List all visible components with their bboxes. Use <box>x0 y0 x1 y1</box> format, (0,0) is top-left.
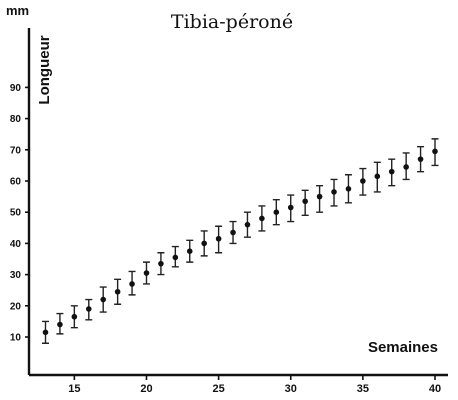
x-tick-label: 30 <box>285 383 297 395</box>
data-point <box>100 296 107 303</box>
y-axis-ticks: 10 20 30 40 50 60 70 80 90 <box>10 83 29 344</box>
data-point <box>85 306 92 312</box>
y-tick-label: 30 <box>10 270 22 281</box>
y-tick-label: 70 <box>10 145 22 156</box>
data-point <box>403 164 409 170</box>
x-tick-label: 15 <box>68 383 80 395</box>
x-tick-label: 35 <box>357 383 369 395</box>
y-tick-label: 50 <box>10 208 22 219</box>
y-tick-label: 10 <box>10 333 22 344</box>
x-axis-ticks: 15 20 25 30 35 40 <box>68 375 441 395</box>
data-point <box>172 254 179 261</box>
data-point <box>432 148 438 155</box>
data-point <box>71 313 78 320</box>
data-point <box>360 178 366 184</box>
data-point <box>331 189 337 195</box>
data-point <box>186 248 193 254</box>
data-point <box>302 198 308 205</box>
data-point <box>244 221 251 228</box>
y-tick-label: 80 <box>10 114 22 125</box>
x-tick-label: 40 <box>429 383 441 395</box>
y-tick-label: 40 <box>10 239 22 250</box>
data-point <box>42 329 49 336</box>
y-axis-unit: mm <box>6 3 29 18</box>
chart-title: Tibia-péroné <box>171 11 293 33</box>
y-tick-label: 20 <box>10 301 22 312</box>
data-point <box>158 260 164 267</box>
data-points <box>42 138 439 344</box>
data-point <box>114 288 121 295</box>
x-axis-label: Semaines <box>368 339 438 356</box>
data-point <box>374 173 381 180</box>
y-tick-label: 90 <box>10 83 22 94</box>
y-tick-label: 60 <box>10 177 22 188</box>
data-point <box>388 168 395 175</box>
data-point <box>417 156 424 162</box>
data-point <box>143 270 150 276</box>
data-point <box>273 209 280 215</box>
data-point <box>129 281 135 287</box>
data-point <box>287 204 294 211</box>
x-tick-label: 20 <box>140 383 152 395</box>
data-point <box>57 321 63 328</box>
x-tick-label: 25 <box>212 383 224 395</box>
y-axis-label: Longueur <box>36 35 53 104</box>
data-point <box>215 235 222 242</box>
data-point <box>259 215 265 222</box>
data-point <box>201 240 207 247</box>
data-point <box>316 193 323 200</box>
data-point <box>345 186 352 192</box>
data-point <box>230 229 236 236</box>
